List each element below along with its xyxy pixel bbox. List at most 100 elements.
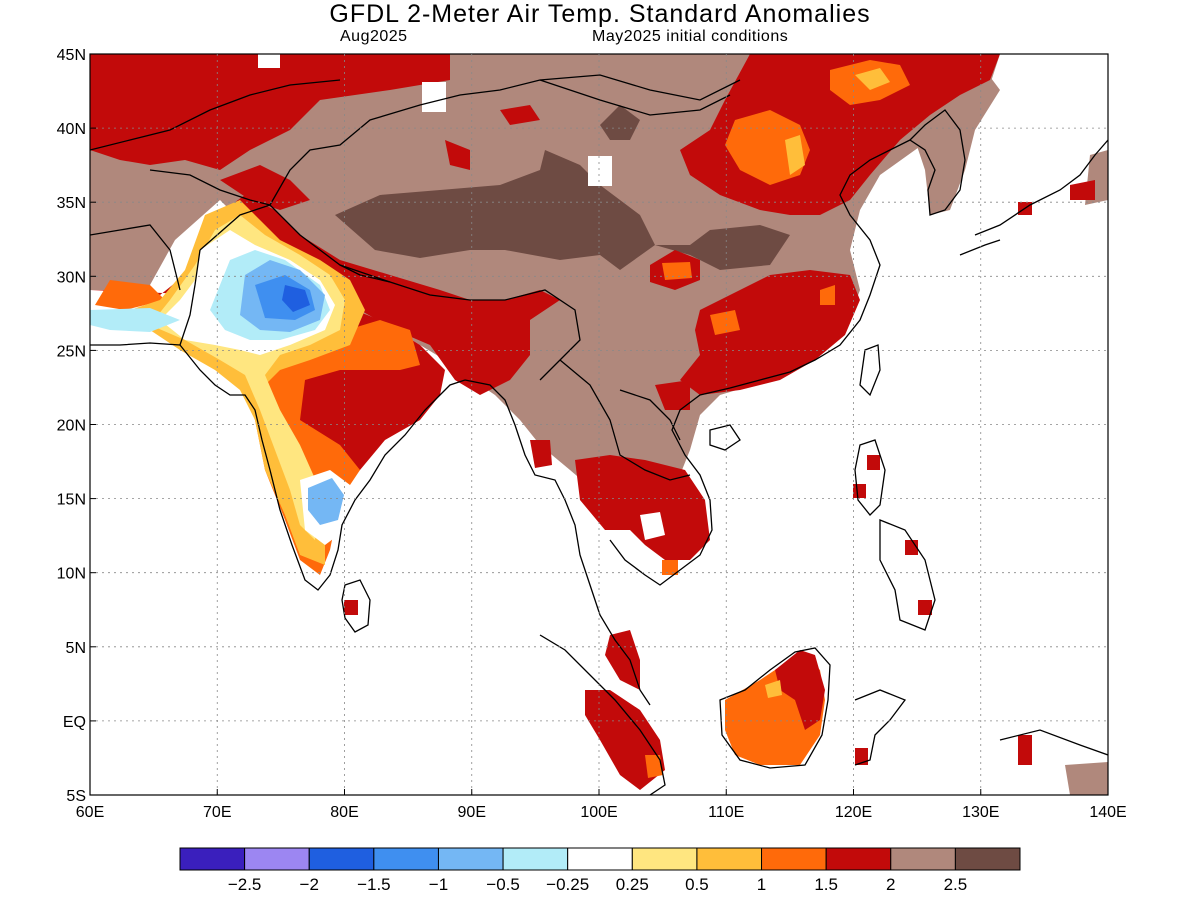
- anomaly-hole-1: [258, 54, 280, 68]
- coastline-hainan: [709, 424, 741, 451]
- y-tick-label: 5N: [66, 640, 86, 657]
- colorbar-label: 1.5: [814, 875, 838, 894]
- y-tick-label: 10N: [57, 566, 86, 583]
- anomaly-region-red-nw: [90, 54, 450, 170]
- border-central-asia: [90, 79, 341, 151]
- y-tick-label: 35N: [57, 195, 86, 212]
- gridlines: [90, 54, 1108, 795]
- y-tick-label: 45N: [57, 47, 86, 64]
- colorbar-label: −1: [429, 875, 448, 894]
- anomaly-region-red-phil1: [867, 455, 880, 470]
- coastline-vietnam: [609, 387, 731, 586]
- colorbar-label: 1: [757, 875, 766, 894]
- anomaly-region-red-sechina: [680, 270, 860, 395]
- border-nepal: [339, 264, 391, 283]
- anomaly-region-red-nw2: [220, 165, 310, 210]
- coastline-japan-kyushu: [959, 239, 1001, 256]
- colorbar-label: −2: [300, 875, 319, 894]
- anomaly-region-orange-sumatra: [645, 755, 663, 778]
- y-tick-label: 40N: [57, 121, 86, 138]
- y-tick-label: 20N: [57, 418, 86, 435]
- anomaly-region-red-aral: [445, 140, 470, 170]
- anomaly-region-red-malaya: [605, 630, 640, 690]
- colorbar-label: −0.25: [546, 875, 589, 894]
- colorbar: −2.5 −2 −1.5 −1 −0.5 −0.25 0.25 0.5 1 1.5 2 2.5: [179, 847, 1021, 894]
- colorbar-label: −0.5: [486, 875, 520, 894]
- y-tick-label: 15N: [57, 492, 86, 509]
- colorbar-label: 0.25: [616, 875, 649, 894]
- x-tick-label: 140E: [1089, 804, 1126, 821]
- anomaly-hole-3: [588, 156, 612, 186]
- anomaly-region-red-phil2: [853, 484, 866, 498]
- y-tick-label: 5S: [66, 788, 86, 805]
- anomaly-region-red-sulawesi: [855, 748, 868, 765]
- anomaly-region-yellow-ne2: [785, 135, 805, 175]
- x-tick-label: 90E: [458, 804, 486, 821]
- coastline-taiwan: [859, 344, 881, 397]
- colorbar-swatch: [179, 847, 246, 871]
- coastline-pakistan: [90, 342, 181, 346]
- coastline-luzon: [854, 439, 886, 516]
- anomaly-region-lightblue-seindia: [308, 478, 344, 525]
- border-china-west: [269, 74, 741, 206]
- anomaly-field: [90, 54, 1108, 795]
- coastline-sumatra: [539, 634, 666, 795]
- anomaly-region-orange-sechina: [710, 310, 740, 335]
- coastline-korea: [908, 109, 966, 216]
- anomaly-region-red-mongolia: [500, 105, 540, 125]
- anomaly-region-red-japan: [1070, 180, 1095, 200]
- anomaly-region-red-borneo: [775, 650, 825, 730]
- colorbar-swatch: [308, 847, 375, 871]
- colorbar-label: 2.5: [944, 875, 968, 894]
- axis-ticks: 60E 70E 80E 90E 100E 110E 120E 130E 140E 45N 40N 35…: [57, 47, 1127, 821]
- y-tick-label: 25N: [57, 343, 86, 360]
- coastline-borneo: [719, 647, 831, 769]
- x-tick-label: 100E: [580, 804, 617, 821]
- coastline-visayas: [879, 519, 936, 631]
- anomaly-region-yellow-borneo: [765, 680, 782, 698]
- colorbar-swatch: [696, 847, 763, 871]
- y-tick-label: EQ: [63, 714, 86, 731]
- anomaly-region-darkbrown: [335, 150, 790, 270]
- anomaly-region-darkblue-nwindia: [282, 285, 310, 312]
- anomaly-hole-2: [422, 82, 446, 112]
- anomaly-region-red-moluccas: [1018, 735, 1032, 765]
- colorbar-swatch: [567, 847, 633, 871]
- x-tick-label: 60E: [76, 804, 104, 821]
- x-tick-label: 110E: [708, 804, 744, 821]
- anomaly-region-orange-sw: [95, 280, 165, 310]
- valid-month-label: Aug2025: [340, 28, 408, 45]
- colorbar-label: −1.5: [357, 875, 391, 894]
- anomaly-region-red-phil4: [918, 600, 932, 615]
- colorbar-swatch: [244, 847, 310, 871]
- x-tick-label: 120E: [835, 804, 872, 821]
- anomaly-region-orange-sechina2: [820, 285, 835, 305]
- init-conditions-label: May2025 initial conditions: [592, 28, 789, 45]
- x-tick-label: 80E: [330, 804, 358, 821]
- coastline-southchina: [729, 139, 911, 389]
- anomaly-region-orange-sichuan: [662, 262, 692, 280]
- colorbar-swatch: [890, 847, 956, 871]
- colorbar-swatch: [954, 847, 1021, 871]
- chart-title: GFDL 2-Meter Air Temp. Standard Anomalie…: [329, 0, 871, 28]
- coastline-newguinea: [999, 729, 1108, 756]
- anomaly-region-red-sumatra: [585, 690, 665, 790]
- anomaly-region-red-srilanka: [344, 600, 358, 615]
- colorbar-swatch: [373, 847, 439, 871]
- coastline-japan: [974, 139, 1108, 236]
- border-iran: [90, 224, 181, 291]
- colorbar-swatch: [631, 847, 698, 871]
- anomaly-region-white-thailand: [640, 512, 665, 540]
- coastline-srilanka: [341, 579, 371, 633]
- colorbar-swatch: [437, 847, 504, 871]
- x-tick-label: 130E: [962, 804, 999, 821]
- coastline-india: [179, 344, 466, 591]
- border-afghan: [149, 169, 271, 206]
- colorbar-swatch: [825, 847, 892, 871]
- border-mongolia: [539, 79, 731, 116]
- border-india-north: [199, 204, 581, 381]
- coastlines: [90, 74, 1108, 795]
- anomaly-region-brown-newguinea: [1065, 762, 1108, 795]
- colorbar-label: 2: [886, 875, 895, 894]
- colorbar-label: 0.5: [685, 875, 709, 894]
